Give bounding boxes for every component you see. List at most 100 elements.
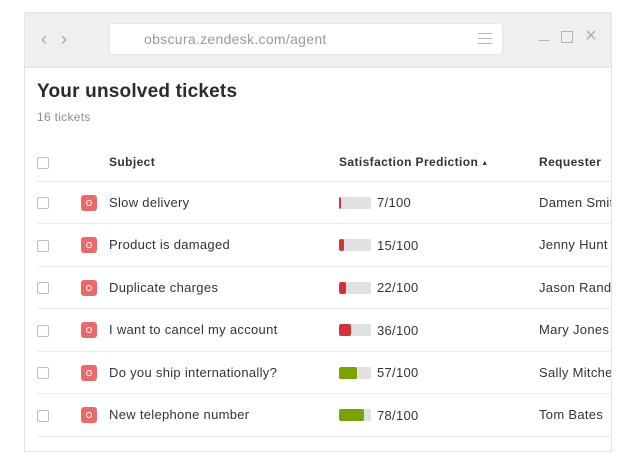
header-subject[interactable]: Subject: [109, 144, 339, 182]
address-bar[interactable]: obscura.zendesk.com/agent: [109, 23, 503, 55]
table-row[interactable]: New telephone number 78/100 Tom Bates: [37, 393, 611, 437]
row-requester[interactable]: Sally Mitche: [539, 351, 612, 394]
maximize-icon[interactable]: [561, 31, 573, 43]
row-requester[interactable]: Damen Smit: [539, 181, 612, 224]
row-requester[interactable]: Mary Jones: [539, 308, 611, 352]
chevron-left-icon[interactable]: ‹: [41, 29, 47, 49]
table-row[interactable]: Duplicate charges 22/100 Jason Randa: [37, 266, 612, 309]
satisfaction-bar-fill: [339, 324, 351, 337]
row-requester[interactable]: Tom Bates: [539, 393, 611, 437]
requester-name[interactable]: Jenny Hunt: [539, 237, 608, 253]
select-all-checkbox[interactable]: [37, 157, 49, 170]
row-satisfaction: 7/100: [339, 181, 539, 224]
browser-window: ‹ › obscura.zendesk.com/agent ✕ Your uns…: [24, 12, 612, 452]
header-requester-label: Requester: [539, 155, 602, 170]
ticket-subject[interactable]: Do you ship internationally?: [109, 364, 278, 380]
satisfaction-bar: [339, 366, 371, 379]
satisfaction-bar-fill: [339, 196, 342, 209]
satisfaction-score: 7/100: [377, 195, 412, 211]
satisfaction-bar: [339, 281, 371, 294]
row-subject[interactable]: Product is damaged: [109, 223, 339, 267]
row-checkbox[interactable]: [37, 239, 49, 252]
header-requester[interactable]: Requester: [539, 144, 611, 182]
minimize-icon[interactable]: [537, 30, 551, 44]
satisfaction-score: 57/100: [377, 365, 419, 381]
row-priority-cell: [81, 393, 109, 437]
row-checkbox[interactable]: [37, 197, 49, 210]
row-requester[interactable]: Jenny Hunt: [539, 223, 611, 267]
requester-name[interactable]: Sally Mitche: [539, 364, 612, 380]
table-row[interactable]: Product is damaged 15/100 Jenny Hunt: [37, 223, 611, 267]
satisfaction-bar-fill: [339, 281, 347, 294]
satisfaction-bar: [339, 324, 371, 337]
row-subject[interactable]: Slow delivery: [109, 181, 339, 224]
table-header-row: Subject Satisfaction Prediction ▲ Request…: [37, 144, 611, 182]
row-satisfaction: 15/100: [339, 223, 539, 267]
browser-toolbar: ‹ › obscura.zendesk.com/agent ✕: [25, 13, 611, 68]
satisfaction-score: 22/100: [377, 280, 419, 296]
table-row[interactable]: Slow delivery 7/100 Damen Smit: [37, 181, 612, 224]
ticket-subject[interactable]: Duplicate charges: [109, 279, 219, 295]
ticket-count: 16 tickets: [37, 110, 91, 124]
header-subject-label: Subject: [109, 155, 156, 170]
ticket-subject[interactable]: Product is damaged: [109, 237, 231, 253]
priority-badge-icon: [81, 407, 97, 424]
satisfaction-bar: [339, 239, 371, 252]
header-priority-cell: [81, 144, 109, 182]
priority-badge-icon: [81, 322, 97, 339]
table-row[interactable]: Do you ship internationally? 57/100 Sally …: [37, 351, 612, 394]
close-icon[interactable]: ✕: [584, 28, 598, 45]
satisfaction-bar: [339, 409, 371, 422]
row-select-cell: [37, 308, 81, 352]
priority-badge-icon: [81, 364, 97, 381]
row-satisfaction: 78/100: [339, 393, 539, 437]
row-priority-cell: [81, 181, 109, 224]
url-text: obscura.zendesk.com/agent: [144, 31, 327, 47]
requester-name[interactable]: Damen Smit: [539, 194, 612, 210]
row-priority-cell: [81, 351, 109, 394]
row-checkbox[interactable]: [37, 282, 49, 295]
row-subject[interactable]: Duplicate charges: [109, 266, 339, 309]
requester-name[interactable]: Jason Randa: [539, 279, 612, 295]
row-checkbox[interactable]: [37, 367, 49, 380]
row-subject[interactable]: Do you ship internationally?: [109, 351, 339, 394]
satisfaction-bar: [339, 196, 371, 209]
row-subject[interactable]: New telephone number: [109, 393, 339, 437]
requester-name[interactable]: Tom Bates: [539, 407, 604, 423]
table-row[interactable]: I want to cancel my account 36/100 Mary Jo…: [37, 308, 611, 352]
page-title: Your unsolved tickets: [37, 81, 238, 102]
tickets-table: Subject Satisfaction Prediction ▲ Request…: [37, 144, 612, 437]
priority-badge-icon: [81, 237, 97, 254]
row-satisfaction: 22/100: [339, 266, 539, 309]
header-select-cell: [37, 144, 81, 182]
satisfaction-bar-fill: [339, 239, 344, 252]
ticket-subject[interactable]: Slow delivery: [109, 194, 190, 210]
row-checkbox[interactable]: [37, 409, 49, 422]
row-priority-cell: [81, 266, 109, 309]
main-content: Your unsolved tickets 16 tickets Subject…: [37, 68, 611, 451]
chevron-right-icon[interactable]: ›: [61, 29, 67, 49]
ticket-subject[interactable]: New telephone number: [109, 407, 250, 423]
row-requester[interactable]: Jason Randa: [539, 266, 612, 309]
row-select-cell: [37, 393, 81, 437]
row-priority-cell: [81, 308, 109, 352]
row-satisfaction: 57/100: [339, 351, 539, 394]
row-subject[interactable]: I want to cancel my account: [109, 308, 339, 352]
row-checkbox[interactable]: [37, 324, 49, 337]
row-select-cell: [37, 266, 81, 309]
satisfaction-bar-fill: [339, 409, 364, 422]
row-priority-cell: [81, 223, 109, 267]
header-satisfaction[interactable]: Satisfaction Prediction ▲: [339, 144, 539, 182]
hamburger-icon[interactable]: [478, 33, 492, 48]
ticket-subject[interactable]: I want to cancel my account: [109, 322, 278, 338]
row-satisfaction: 36/100: [339, 308, 539, 352]
satisfaction-bar-fill: [339, 366, 358, 379]
satisfaction-score: 78/100: [377, 407, 419, 423]
priority-badge-icon: [81, 279, 97, 296]
requester-name[interactable]: Mary Jones: [539, 322, 610, 338]
sort-arrow-icon[interactable]: ▲: [481, 159, 489, 167]
satisfaction-score: 36/100: [377, 322, 419, 338]
row-select-cell: [37, 351, 81, 394]
row-select-cell: [37, 223, 81, 267]
priority-badge-icon: [81, 194, 97, 211]
